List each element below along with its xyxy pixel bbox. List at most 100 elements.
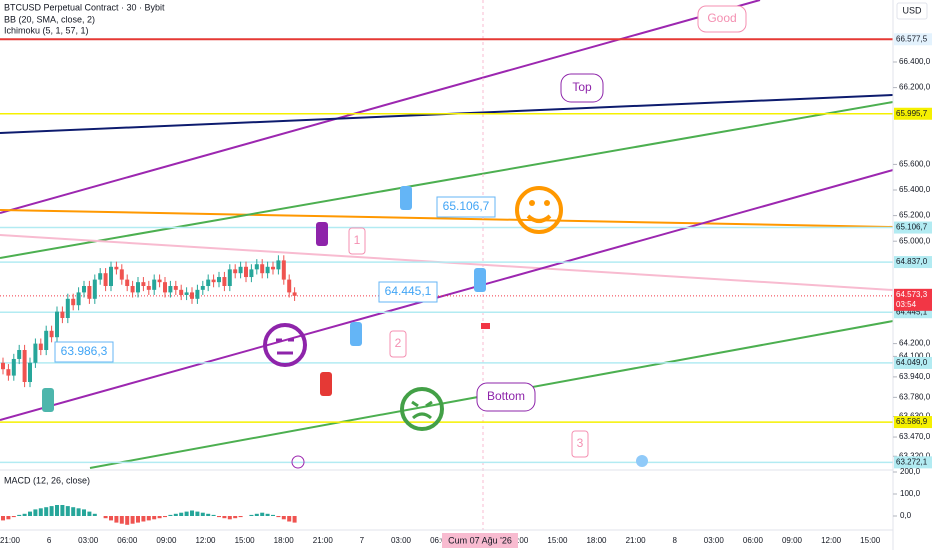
level-label-bg	[894, 356, 932, 369]
faces	[263, 186, 563, 431]
annotation: 63.986,3	[61, 344, 108, 358]
crosshair-label: Cum 07 Ağu '26	[448, 535, 512, 545]
annotation: Good	[707, 11, 736, 25]
time-label: 09:00	[156, 536, 177, 545]
macd-title: MACD (12, 26, close)	[4, 475, 90, 485]
macd-bar	[109, 516, 113, 521]
candle-body	[195, 289, 200, 299]
macd-bar	[276, 516, 281, 518]
time-label: 06:00	[430, 536, 451, 545]
axes: 66.400,0 66.200,0 65.600,0 65.400,0 65.200,0…	[0, 33, 932, 545]
level-label: 65.995,7	[896, 109, 928, 118]
level-label: 65.106,7	[896, 223, 928, 232]
candle-body	[179, 289, 184, 295]
candle-body	[184, 292, 189, 295]
macd-bar	[249, 514, 254, 516]
time-label: 09:00	[782, 536, 803, 545]
candle-body	[249, 269, 254, 278]
macd-bar	[28, 511, 32, 516]
candle-body	[6, 369, 11, 376]
macd-bar	[287, 516, 292, 522]
macd-bar	[38, 508, 43, 516]
time-label: 8	[672, 536, 677, 545]
candle-body	[11, 358, 16, 376]
macd-tick-label: 0,0	[900, 511, 912, 520]
candle-body	[17, 350, 22, 359]
hand-icon	[400, 186, 412, 210]
macd-bar	[141, 516, 146, 522]
macd-bar	[217, 516, 221, 518]
level-label-bg	[894, 256, 932, 269]
candle-body	[87, 286, 92, 299]
candle-body	[200, 286, 205, 290]
macd-bar	[114, 516, 119, 523]
time-label: 6	[47, 536, 52, 545]
macd-bar	[103, 516, 108, 519]
price-levels	[0, 38, 893, 464]
annotation: Top	[572, 80, 592, 94]
macd-bar	[33, 509, 38, 516]
macd-bar	[200, 512, 205, 516]
last-price-bg	[894, 288, 932, 311]
flag-icon	[481, 323, 490, 329]
macd-bar	[163, 516, 167, 518]
trend-line	[0, 101, 894, 259]
candle-body	[217, 277, 221, 283]
candle-body	[98, 273, 103, 280]
currency[interactable]: USD	[902, 5, 922, 15]
level-label-bg	[894, 456, 932, 469]
candle-body	[136, 282, 140, 293]
last-price-label: 64.573,3	[896, 290, 928, 299]
eye	[544, 200, 550, 206]
currency-button[interactable]	[896, 2, 928, 20]
time-label: 18:00	[274, 536, 295, 545]
countdown: 03:54	[896, 300, 917, 309]
candle-body	[244, 266, 248, 278]
level-label: 63.586,9	[896, 417, 928, 426]
time-label: 12:00	[195, 536, 216, 545]
price-tick-label: 66.400,0	[899, 57, 931, 66]
hand-icon	[320, 372, 332, 396]
price-tick-label: 63.470,0	[899, 432, 931, 441]
macd-tick-label: 100,0	[900, 489, 921, 498]
time-label: 06:00	[117, 536, 138, 545]
candle-body	[38, 343, 43, 350]
candle-body	[103, 273, 108, 286]
macd-tick-label: 200,0	[900, 467, 921, 476]
candle-body	[114, 266, 119, 270]
time-label: 21:00	[0, 536, 21, 545]
callout	[560, 73, 604, 103]
candle-body	[33, 343, 38, 363]
candle-body	[71, 298, 76, 306]
hand-icon	[42, 388, 54, 412]
hands	[42, 186, 648, 469]
candle-body	[82, 286, 86, 293]
event-icon	[291, 455, 305, 469]
macd-bar	[76, 508, 81, 516]
level-label: 64.445,1	[896, 307, 928, 316]
level-label: 66.577,5	[896, 34, 928, 43]
candle-body	[271, 266, 275, 270]
annotation: Bottom	[487, 389, 525, 403]
hand-icon	[474, 268, 486, 292]
macd-bar	[254, 513, 259, 516]
macd-bar	[190, 510, 194, 516]
time-label: 15:00	[235, 536, 256, 545]
macd-bar	[71, 507, 76, 516]
annotation: 64.445,1	[385, 284, 432, 298]
candle-body	[92, 279, 97, 299]
macd-bar	[184, 511, 189, 516]
macd-bar	[233, 516, 238, 519]
frown-face	[400, 387, 444, 431]
callout	[571, 430, 589, 458]
price-tick-label: 65.600,0	[899, 160, 931, 169]
macd-bar	[173, 513, 178, 516]
candle-body	[119, 269, 124, 280]
macd-bar	[11, 516, 16, 518]
macd-bar	[82, 509, 86, 516]
macd-bar	[6, 516, 11, 520]
candle-body	[55, 311, 59, 338]
candle-body	[265, 266, 270, 274]
